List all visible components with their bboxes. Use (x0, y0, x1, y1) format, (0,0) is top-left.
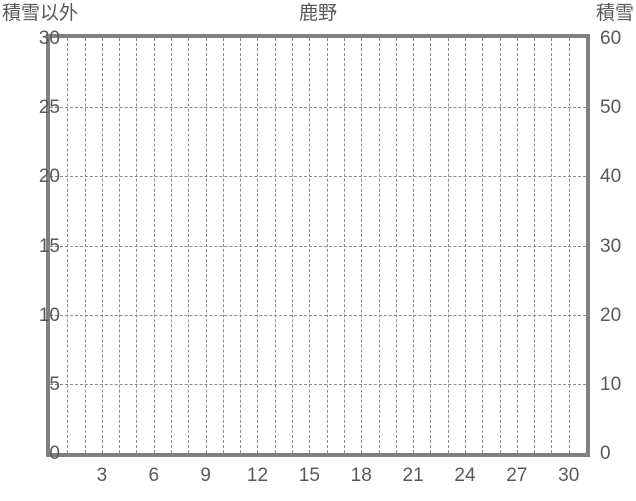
right-y-tick-label: 20 (600, 304, 622, 326)
right-y-tick-label: 60 (600, 28, 622, 49)
x-tick-label: 6 (148, 465, 160, 486)
right-y-tick-label: 40 (600, 166, 622, 188)
chart-title: 鹿野 (298, 3, 337, 24)
gridline-horizontal (50, 245, 586, 247)
left-axis-title: 積雪以外 (2, 3, 79, 24)
left-y-tick-label: 20 (38, 166, 60, 188)
right-axis-title: 積雪 (595, 3, 634, 24)
gridline-horizontal (50, 383, 586, 385)
gridline-horizontal (50, 176, 586, 178)
left-y-tick-label: 25 (38, 97, 60, 119)
right-y-tick-label: 0 (600, 443, 611, 464)
left-y-tick-label: 0 (49, 443, 60, 464)
gridline-horizontal (50, 314, 586, 316)
x-tick-label: 15 (298, 465, 320, 486)
x-tick-label: 27 (506, 465, 528, 486)
gridline-horizontal (50, 107, 586, 109)
plot-area (46, 34, 590, 457)
left-y-tick-label: 5 (49, 373, 60, 395)
x-tick-label: 24 (454, 465, 476, 486)
x-tick-label: 3 (96, 465, 108, 486)
plot-inner (50, 38, 586, 453)
x-tick-label: 18 (350, 465, 372, 486)
left-y-tick-label: 10 (38, 304, 60, 326)
right-y-tick-label: 30 (600, 235, 622, 257)
left-y-tick-label: 15 (38, 235, 60, 257)
x-tick-label: 12 (246, 465, 269, 486)
x-tick-label: 21 (402, 465, 424, 486)
x-tick-label: 9 (200, 465, 211, 486)
right-y-tick-label: 10 (600, 373, 622, 395)
x-tick-label: 30 (558, 465, 580, 486)
right-y-tick-label: 50 (600, 97, 622, 119)
left-y-tick-label: 30 (38, 28, 60, 49)
